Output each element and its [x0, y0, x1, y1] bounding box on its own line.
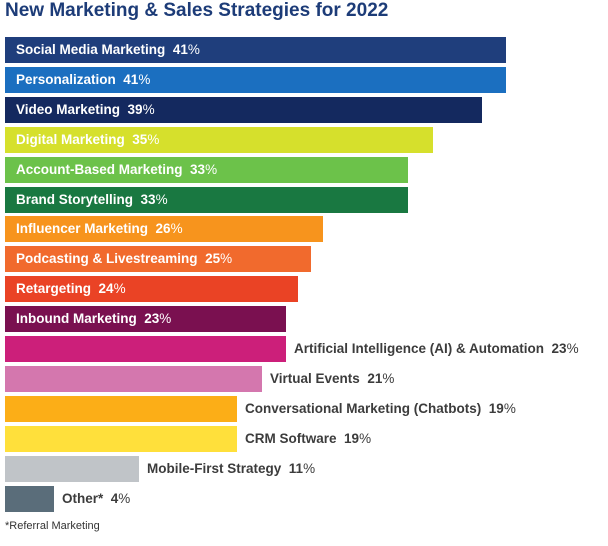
category-label: Personalization [16, 72, 116, 87]
bar [5, 276, 298, 302]
value-label: 33% [190, 162, 218, 177]
bar [5, 306, 286, 332]
category-label: Influencer Marketing [16, 221, 149, 236]
category-label: Virtual Events [270, 371, 360, 386]
chart-title: New Marketing & Sales Strategies for 202… [5, 0, 389, 21]
bar-label: Social Media Marketing 41% [16, 37, 200, 63]
bar [5, 157, 408, 183]
value-label: 24% [98, 281, 126, 296]
bar-label: Video Marketing 39% [16, 97, 155, 123]
value-label: 41% [172, 42, 200, 57]
category-label: Mobile-First Strategy [147, 461, 282, 476]
bar-label: Other* 4% [62, 486, 130, 512]
value-label: 23% [551, 341, 579, 356]
bar-label: Personalization 41% [16, 67, 150, 93]
category-label: Artificial Intelligence (AI) & Automatio… [294, 341, 545, 356]
category-label: Digital Marketing [16, 132, 125, 147]
value-label: 33% [140, 192, 168, 207]
bar-label: Account-Based Marketing 33% [16, 157, 217, 183]
value-label: 4% [110, 491, 131, 506]
category-label: Podcasting & Livestreaming [16, 251, 198, 266]
footnote: *Referral Marketing [5, 520, 100, 532]
category-label: Brand Storytelling [16, 192, 134, 207]
value-label: 26% [155, 221, 183, 236]
value-label: 41% [123, 72, 151, 87]
bar [5, 456, 139, 482]
value-label: 19% [488, 401, 516, 416]
category-label: CRM Software [245, 431, 337, 446]
category-label: Video Marketing [16, 102, 121, 117]
category-label: Social Media Marketing [16, 42, 166, 57]
value-label: 21% [367, 371, 395, 386]
bar-label: Mobile-First Strategy 11% [147, 456, 315, 482]
bar-label: Influencer Marketing 26% [16, 216, 183, 242]
value-label: 23% [144, 311, 172, 326]
bar [5, 216, 323, 242]
bar-label: Retargeting 24% [16, 276, 126, 302]
bar-label: CRM Software 19% [245, 426, 371, 452]
bar-label: Virtual Events 21% [270, 366, 394, 392]
bar [5, 336, 286, 362]
value-label: 39% [127, 102, 155, 117]
value-label: 25% [205, 251, 233, 266]
bar-label: Conversational Marketing (Chatbots) 19% [245, 396, 516, 422]
value-label: 11% [288, 461, 316, 476]
bar [5, 37, 506, 63]
bar-label: Podcasting & Livestreaming 25% [16, 246, 232, 272]
bar-label: Artificial Intelligence (AI) & Automatio… [294, 336, 579, 362]
bar-label: Inbound Marketing 23% [16, 306, 171, 332]
bar [5, 426, 237, 452]
value-label: 19% [344, 431, 372, 446]
category-label: Account-Based Marketing [16, 162, 183, 177]
bar [5, 366, 262, 392]
bar [5, 187, 408, 213]
bar [5, 127, 433, 153]
category-label: Inbound Marketing [16, 311, 137, 326]
category-label: Other* [62, 491, 104, 506]
category-label: Conversational Marketing (Chatbots) [245, 401, 482, 416]
bar [5, 246, 311, 272]
category-label: Retargeting [16, 281, 92, 296]
bar [5, 67, 506, 93]
bar [5, 396, 237, 422]
bar [5, 97, 482, 123]
bar-label: Brand Storytelling 33% [16, 187, 168, 213]
bar-label: Digital Marketing 35% [16, 127, 159, 153]
value-label: 35% [132, 132, 160, 147]
bar [5, 486, 54, 512]
